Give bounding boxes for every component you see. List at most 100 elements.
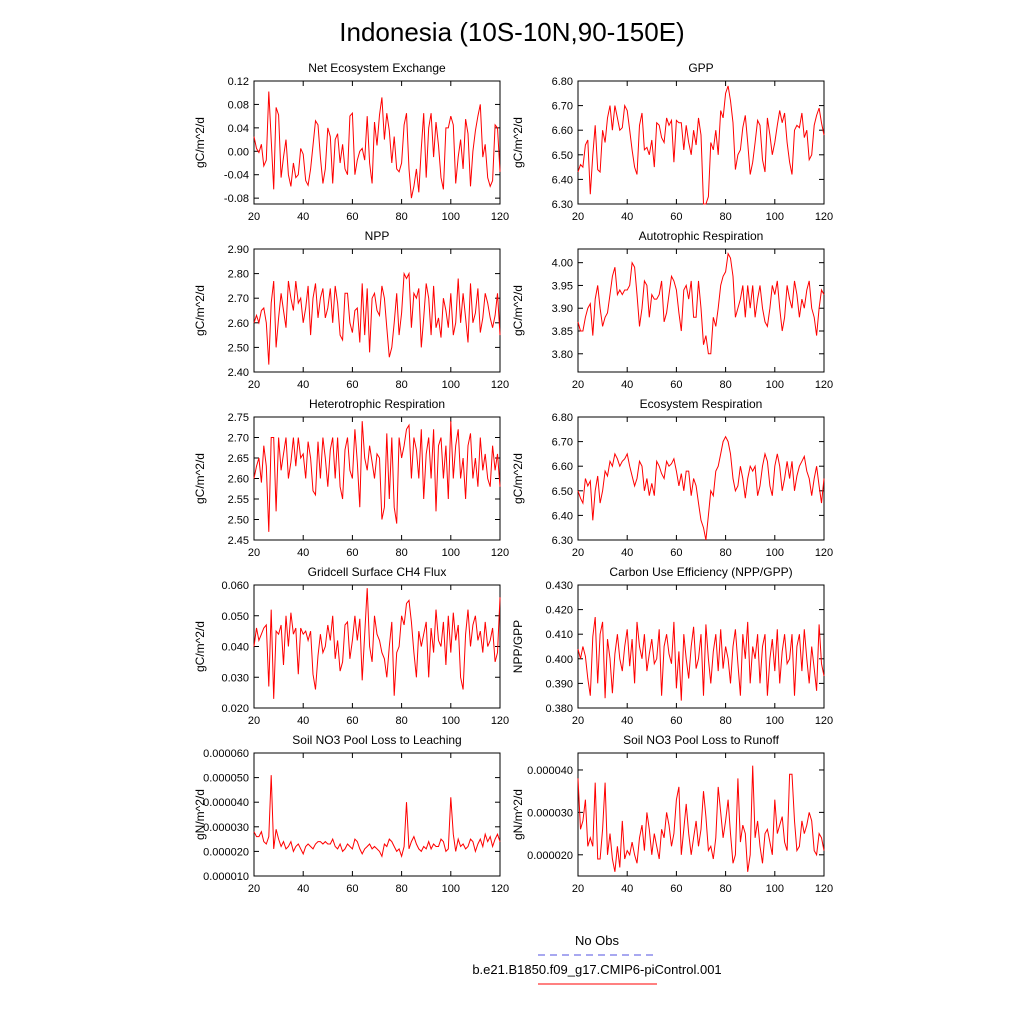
y-tick-label: 2.50 <box>228 342 249 354</box>
x-tick-label: 20 <box>572 547 584 559</box>
y-tick-label: 2.70 <box>228 433 249 445</box>
y-tick-label: 3.80 <box>552 349 573 361</box>
y-axis-label: gC/m^2/d <box>511 453 525 504</box>
x-tick-label: 100 <box>442 883 460 895</box>
y-tick-label: 0.000060 <box>203 748 249 760</box>
plot-frame <box>253 752 501 877</box>
x-tick-label: 80 <box>719 379 731 391</box>
y-tick-label: -0.04 <box>224 170 249 182</box>
chart-title: Soil NO3 Pool Loss to Leaching <box>292 733 461 747</box>
y-tick-label: 6.80 <box>552 76 573 88</box>
chart-title: Ecosystem Respiration <box>640 397 763 411</box>
y-tick-label: 0.060 <box>221 580 249 592</box>
data-series-line <box>253 421 501 532</box>
x-tick-label: 40 <box>621 883 633 895</box>
y-tick-label: 0.400 <box>545 654 573 666</box>
y-tick-label: 2.80 <box>228 269 249 281</box>
x-tick-label: 120 <box>815 379 833 391</box>
y-tick-label: 0.000040 <box>203 797 249 809</box>
plot-frame <box>577 584 825 709</box>
y-tick-label: 0.000030 <box>203 822 249 834</box>
x-tick-label: 60 <box>346 883 358 895</box>
x-tick-label: 80 <box>395 883 407 895</box>
y-tick-label: 2.65 <box>228 453 249 465</box>
plot-frame <box>577 80 825 205</box>
y-tick-label: 6.50 <box>552 150 573 162</box>
figure-title: Indonesia (10S-10N,90-150E) <box>339 17 684 47</box>
chart-title: Gridcell Surface CH4 Flux <box>308 565 447 579</box>
chart-panel: Heterotrophic Respiration 20 40 60 80 100 120 2… <box>193 397 509 559</box>
x-tick-label: 20 <box>572 715 584 727</box>
x-tick-label: 100 <box>442 379 460 391</box>
x-tick-label: 20 <box>248 547 260 559</box>
y-tick-label: 0.000010 <box>203 871 249 883</box>
chart-panel: Autotrophic Respiration 20 40 60 80 100 120 3.8… <box>511 229 833 391</box>
y-tick-label: 2.70 <box>228 293 249 305</box>
y-tick-label: 2.50 <box>228 515 249 527</box>
y-tick-label: 6.40 <box>552 510 573 522</box>
chart-panel: Ecosystem Respiration 20 40 60 80 100 120 6.30 6… <box>511 397 833 559</box>
y-tick-label: 0.020 <box>221 703 249 715</box>
x-tick-label: 20 <box>248 211 260 223</box>
data-series-line <box>253 271 501 365</box>
y-axis-label: gC/m^2/d <box>193 285 207 336</box>
x-tick-label: 120 <box>815 547 833 559</box>
y-tick-label: 0.030 <box>221 672 249 684</box>
plot-frame <box>253 248 501 373</box>
y-tick-label: 4.00 <box>552 258 573 270</box>
y-tick-label: 2.45 <box>228 535 249 547</box>
y-axis-label: gC/m^2/d <box>511 285 525 336</box>
x-tick-label: 60 <box>670 715 682 727</box>
y-axis-label: NPP/GPP <box>511 620 525 673</box>
chart-panel: NPP 20 40 60 80 100 120 2.40 2.50 2.60 2.70 2.80 2.9… <box>193 229 509 391</box>
legend: No Obs b.e21.B1850.f09_g17.CMIP6-piContr… <box>472 933 722 985</box>
y-axis-label: gN/m^2/d <box>511 789 525 840</box>
panel-grid: Net Ecosystem Exchange 20 40 60 80 100 120 -0.0… <box>193 61 833 895</box>
x-tick-label: 80 <box>395 547 407 559</box>
x-tick-label: 60 <box>346 211 358 223</box>
plot-frame <box>577 248 825 373</box>
x-tick-label: 60 <box>670 547 682 559</box>
y-tick-label: 3.90 <box>552 303 573 315</box>
x-tick-label: 60 <box>670 379 682 391</box>
y-tick-label: 6.60 <box>552 461 573 473</box>
y-tick-label: -0.08 <box>224 193 249 205</box>
x-tick-label: 120 <box>491 211 509 223</box>
y-tick-label: 0.000030 <box>527 807 573 819</box>
x-tick-label: 40 <box>297 379 309 391</box>
y-tick-label: 6.30 <box>552 535 573 547</box>
x-tick-label: 100 <box>766 715 784 727</box>
x-tick-label: 100 <box>766 211 784 223</box>
y-axis-label: gC/m^2/d <box>193 453 207 504</box>
y-tick-label: 2.40 <box>228 367 249 379</box>
legend-obs-label: No Obs <box>575 933 620 948</box>
y-axis-label: gC/m^2/d <box>511 117 525 168</box>
x-tick-label: 100 <box>442 547 460 559</box>
data-series-line <box>253 775 501 859</box>
x-tick-label: 120 <box>815 883 833 895</box>
y-tick-label: 2.90 <box>228 244 249 256</box>
chart-panel: Soil NO3 Pool Loss to Leaching 20 40 60 80 10… <box>193 733 509 895</box>
x-tick-label: 40 <box>297 547 309 559</box>
data-series-line <box>577 85 825 205</box>
y-tick-label: 0.050 <box>221 611 249 623</box>
x-tick-label: 100 <box>766 379 784 391</box>
chart-title: Soil NO3 Pool Loss to Runoff <box>623 733 780 747</box>
legend-model-label: b.e21.B1850.f09_g17.CMIP6-piControl.001 <box>472 962 721 977</box>
x-tick-label: 80 <box>395 379 407 391</box>
x-tick-label: 80 <box>719 547 731 559</box>
y-tick-label: 2.55 <box>228 494 249 506</box>
y-tick-label: 0.390 <box>545 678 573 690</box>
x-tick-label: 120 <box>815 715 833 727</box>
y-tick-label: 6.80 <box>552 412 573 424</box>
y-tick-label: 2.60 <box>228 318 249 330</box>
y-tick-label: 3.85 <box>552 326 573 338</box>
y-tick-label: 2.75 <box>228 412 249 424</box>
y-tick-label: 0.040 <box>221 642 249 654</box>
chart-title: GPP <box>688 61 713 75</box>
x-tick-label: 40 <box>621 715 633 727</box>
y-tick-label: 2.60 <box>228 474 249 486</box>
chart-title: Net Ecosystem Exchange <box>308 61 446 75</box>
y-tick-label: 6.60 <box>552 125 573 137</box>
x-tick-label: 100 <box>766 547 784 559</box>
